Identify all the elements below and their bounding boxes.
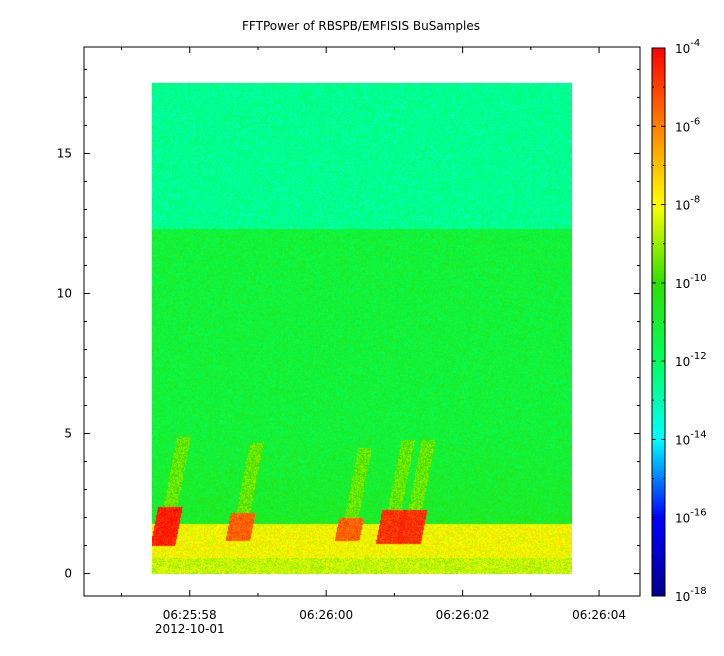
- spectrogram-image: [152, 83, 572, 574]
- colorbar-tick-label: 10-12: [675, 351, 707, 369]
- y-tick-label: 15: [57, 146, 72, 160]
- y-tick-label: 0: [64, 567, 72, 581]
- x-tick-label: 06:26:00: [299, 608, 353, 622]
- x-tick-label: 06:26:02: [436, 608, 490, 622]
- colorbar-tick-label: 10-8: [675, 195, 700, 213]
- y-tick-label: 5: [64, 427, 72, 441]
- x-tick-label: 06:25:58: [163, 608, 217, 622]
- plot-area: [83, 46, 641, 597]
- y-axis: 0 5 10 15: [57, 68, 640, 581]
- y-tick-label: 10: [57, 286, 72, 300]
- colorbar: 10-4 10-6 10-8 10-10 10-12 10-14 10-16 10-18: [651, 38, 707, 604]
- colorbar-tick-label: 10-16: [675, 508, 707, 526]
- colorbar-tick-label: 10-4: [675, 38, 700, 56]
- colorbar-tick-label: 10-10: [675, 273, 707, 291]
- colorbar-tick-label: 10-18: [675, 586, 707, 604]
- x-tick-date-label: 2012-10-01: [155, 622, 225, 636]
- colorbar-tick-label: 10-14: [675, 429, 707, 447]
- x-tick-label: 06:26:04: [572, 608, 626, 622]
- chart-title: FFTPower of RBSPB/EMFISIS BuSamples: [242, 19, 480, 33]
- colorbar-tick-label: 10-6: [675, 116, 700, 134]
